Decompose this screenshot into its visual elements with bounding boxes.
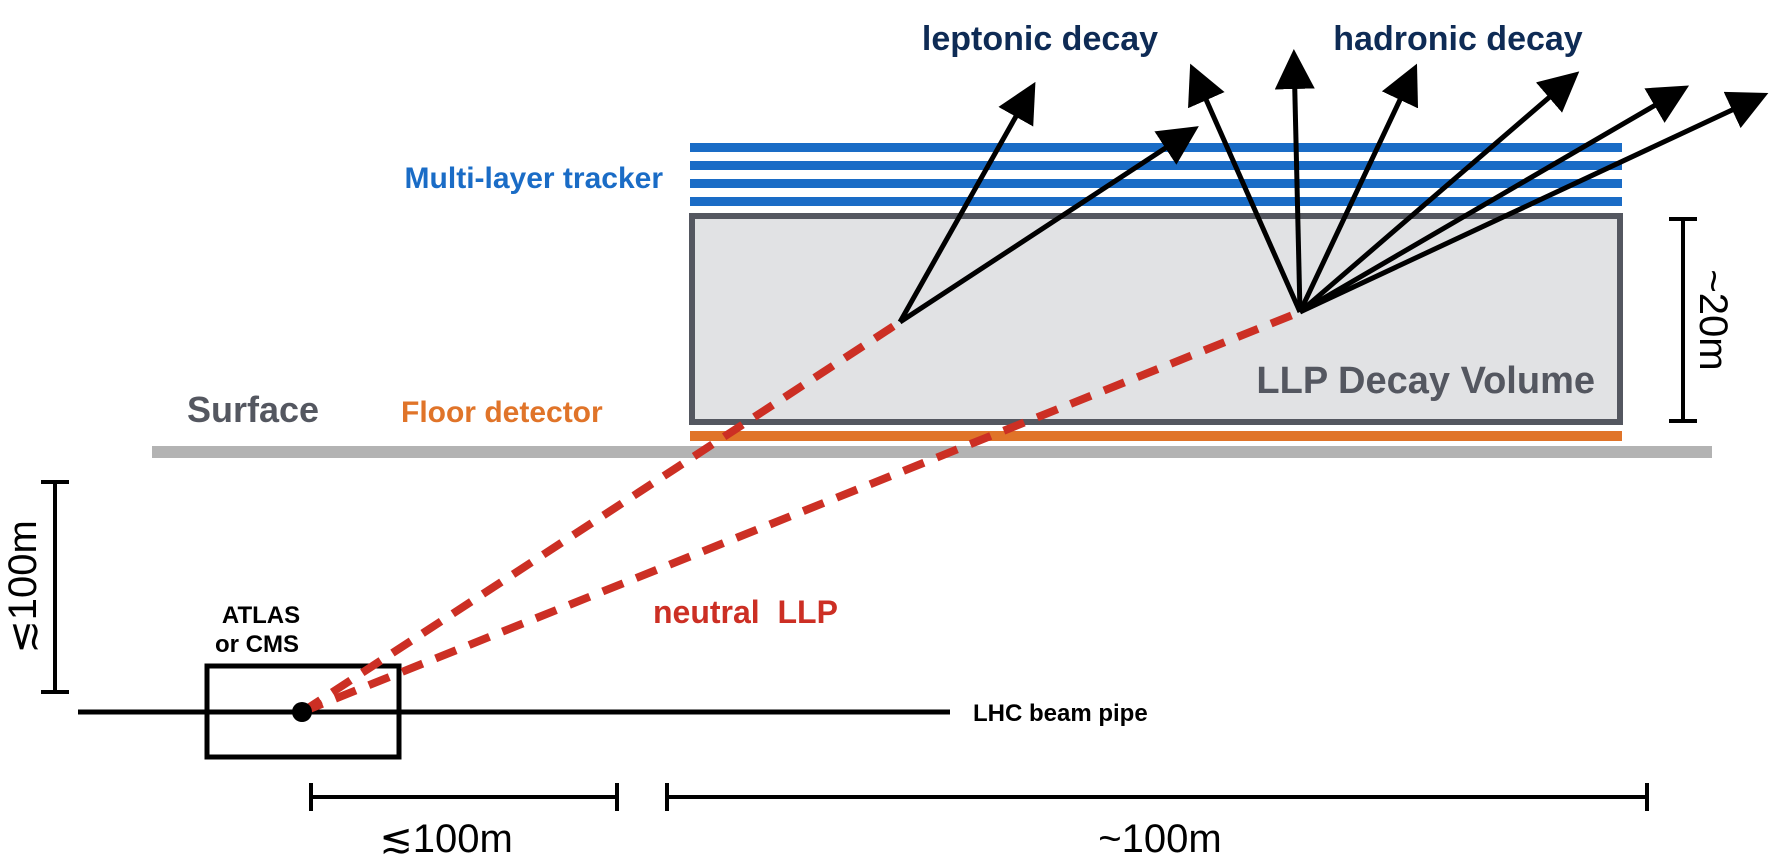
- horizontal-far-label: ~100m: [1098, 817, 1221, 861]
- interaction-point: [292, 702, 312, 722]
- horizontal-near-label: ≲100m: [379, 817, 513, 861]
- depth-scale-label: ≲100m: [1, 520, 45, 654]
- tracker-layer: [690, 161, 1622, 170]
- llp-decay-volume: [689, 213, 1623, 425]
- llp-path-leptonic: [299, 318, 903, 716]
- floor-detector-label: Floor detector: [401, 396, 603, 429]
- height-scale-label: ~20m: [1691, 269, 1735, 370]
- decay-track-arrow: [1298, 91, 1769, 315]
- atlas-cms-box: [204, 663, 402, 760]
- decay-track-arrow: [1298, 85, 1690, 315]
- atlas-label: ATLAS: [222, 602, 300, 629]
- hadronic-decay-label: hadronic decay: [1333, 20, 1583, 58]
- decay-track-arrow: [1298, 71, 1580, 314]
- height-scale-bar: [1669, 217, 1697, 423]
- hadronic-decay-products: [1188, 49, 1769, 315]
- decay-track-arrow: [1274, 49, 1315, 313]
- horizontal-scale-near: [309, 783, 619, 811]
- depth-scale-bar: [41, 480, 69, 694]
- beam-pipe-label: LHC beam pipe: [973, 700, 1148, 727]
- decay-track-arrow: [897, 81, 1036, 324]
- neutral-llp-label: neutral LLP: [653, 594, 838, 630]
- decay-track-arrow: [1297, 63, 1419, 314]
- tracker-layer: [690, 179, 1622, 188]
- tracker-label: Multi-layer tracker: [405, 162, 664, 195]
- decay-track-arrow: [898, 126, 1199, 325]
- tracker-layer: [690, 143, 1622, 152]
- cms-label: or CMS: [215, 631, 299, 658]
- floor-detector: [690, 431, 1622, 441]
- leptonic-decay-products: [897, 81, 1199, 325]
- surface-label: Surface: [187, 389, 319, 430]
- tracker-layer: [690, 197, 1622, 206]
- leptonic-decay-label: leptonic decay: [922, 20, 1158, 58]
- horizontal-scale-far: [665, 783, 1649, 811]
- decay-track-arrow: [1188, 63, 1303, 314]
- decay-volume-label: LLP Decay Volume: [1256, 360, 1595, 402]
